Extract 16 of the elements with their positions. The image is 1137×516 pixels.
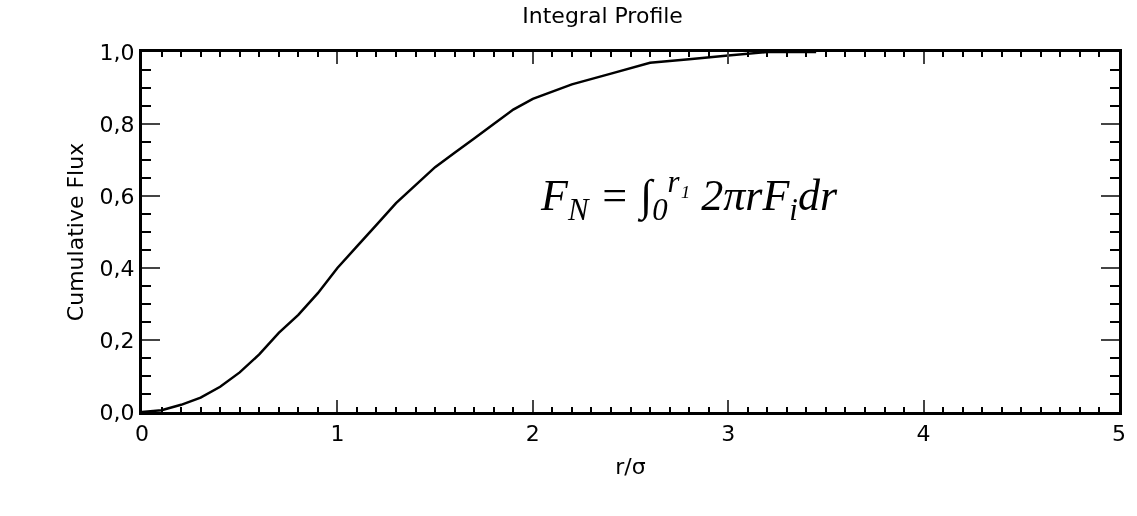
annotation: F$_{N}$ = ∫$_{0}$$^{r₁}$ 2πrF$_{i}$dr bbox=[540, 165, 838, 227]
chart-title: Integral Profile bbox=[522, 3, 683, 29]
y-tick-label: 0,8 bbox=[99, 111, 135, 137]
y-tick-label: 0,4 bbox=[99, 255, 135, 281]
x-tick-label: 5 bbox=[1112, 421, 1126, 447]
x-tick-label: 0 bbox=[135, 421, 149, 447]
x-tick-label: 3 bbox=[721, 421, 736, 447]
y-tick-label: 0,6 bbox=[99, 183, 135, 209]
x-tick-label: 1 bbox=[330, 421, 345, 447]
x-tick-label: 4 bbox=[916, 421, 931, 447]
y-tick-label: 0,2 bbox=[99, 327, 135, 353]
y-tick-label: 0,0 bbox=[99, 399, 135, 425]
y-axis-title: Cumulative Flux bbox=[63, 142, 89, 322]
x-axis-title: r/σ bbox=[615, 454, 646, 480]
y-tick-label: 1,0 bbox=[99, 39, 135, 65]
x-tick-label: 2 bbox=[525, 421, 540, 447]
